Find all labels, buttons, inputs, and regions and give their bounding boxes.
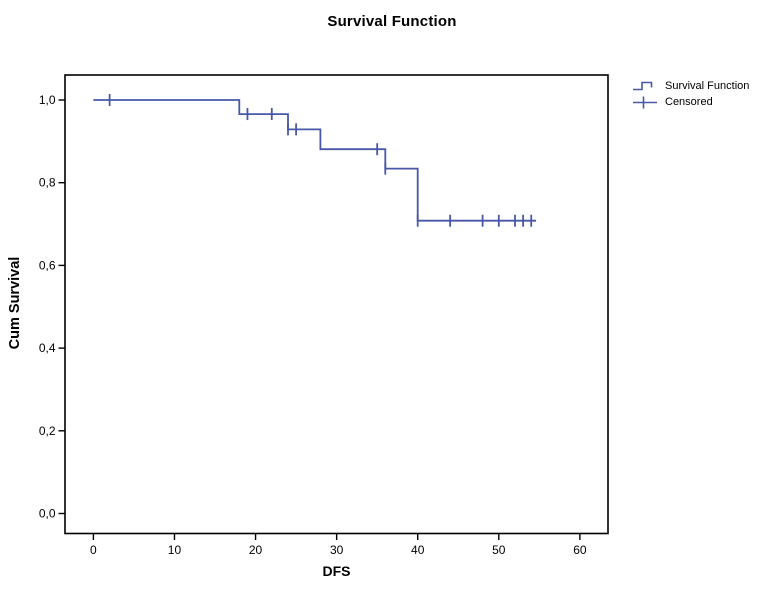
- legend-label: Censored: [665, 95, 713, 108]
- chart-title: Survival Function: [327, 13, 457, 30]
- x-tick-label: 60: [573, 543, 587, 557]
- x-tick-label: 40: [411, 543, 425, 557]
- plus-icon: [633, 96, 657, 108]
- y-tick-label: 0,6: [39, 258, 56, 272]
- x-tick-label: 50: [492, 543, 506, 557]
- y-tick-label: 0,0: [39, 507, 56, 521]
- x-tick-label: 0: [90, 543, 97, 557]
- survival-step-line: [93, 99, 537, 222]
- step-line-icon: [633, 81, 653, 90]
- y-tick-label: 0,2: [39, 424, 56, 438]
- y-tick-label: 1,0: [39, 93, 56, 107]
- legend-label: Survival Function: [665, 79, 750, 92]
- x-axis-title: DFS: [322, 563, 351, 579]
- x-tick-label: 30: [330, 543, 344, 557]
- y-axis-title: Cum Survival: [7, 256, 23, 350]
- legend-item-survival-function: Survival Function: [632, 78, 749, 94]
- legend-item-censored: Censored: [632, 94, 749, 110]
- plot-frame: [64, 74, 609, 535]
- x-tick-label: 20: [249, 543, 263, 557]
- legend: Survival Function Censored: [632, 78, 749, 110]
- x-tick-label: 10: [168, 543, 182, 557]
- y-tick-label: 0,8: [39, 176, 56, 190]
- y-tick-label: 0,4: [39, 341, 56, 355]
